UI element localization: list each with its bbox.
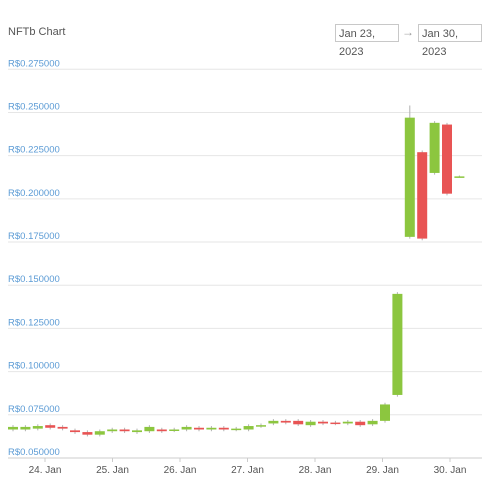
- candle-body: [330, 422, 341, 425]
- candle-down[interactable]: [318, 419, 328, 426]
- date-range-end-input[interactable]: Jan 30, 2023: [418, 24, 482, 58]
- candle-body: [32, 426, 43, 429]
- candle-down[interactable]: [293, 419, 304, 427]
- candle-body: [268, 420, 279, 424]
- candle-up[interactable]: [404, 105, 415, 239]
- candle-up[interactable]: [380, 402, 390, 423]
- candle-up[interactable]: [107, 427, 118, 433]
- candle-up[interactable]: [132, 428, 142, 434]
- candle-body: [8, 426, 18, 430]
- candle-down[interactable]: [355, 419, 366, 427]
- candle-body: [206, 427, 217, 430]
- candle-down[interactable]: [442, 122, 452, 196]
- y-tick-label: R$0.250000: [8, 101, 60, 112]
- candle-up[interactable]: [94, 429, 105, 437]
- candle-body: [355, 421, 366, 426]
- candle-body: [57, 426, 68, 429]
- x-tick-label: 25. Jan: [96, 465, 129, 476]
- candle-up[interactable]: [181, 425, 192, 432]
- candle-body: [429, 122, 440, 173]
- candle-down[interactable]: [330, 420, 341, 426]
- y-tick-label: R$0.100000: [8, 361, 60, 372]
- x-tick-label: 27. Jan: [231, 465, 264, 476]
- candle-body: [293, 420, 304, 425]
- candle-down[interactable]: [194, 426, 204, 432]
- candle-body: [144, 426, 155, 432]
- candle-body: [82, 432, 93, 435]
- candle-body: [342, 421, 353, 424]
- candle-up[interactable]: [305, 419, 316, 427]
- candle-down[interactable]: [70, 428, 80, 434]
- candle-body: [256, 425, 266, 427]
- candle-down[interactable]: [45, 423, 56, 430]
- candle-body: [404, 117, 415, 237]
- x-tick-label: 24. Jan: [29, 465, 62, 476]
- candle-body: [218, 427, 229, 430]
- candle-down[interactable]: [82, 430, 93, 437]
- candle-body: [45, 425, 56, 428]
- candle-body: [417, 152, 428, 239]
- candle-body: [318, 421, 328, 424]
- y-tick-label: R$0.150000: [8, 274, 60, 285]
- y-tick-label: R$0.125000: [8, 317, 60, 328]
- y-tick-label: R$0.050000: [8, 447, 60, 458]
- candle-up[interactable]: [256, 423, 266, 428]
- candle-up[interactable]: [429, 121, 440, 175]
- candle-body: [367, 420, 378, 425]
- x-tick-label: 30. Jan: [434, 465, 467, 476]
- y-tick-label: R$0.175000: [8, 231, 60, 242]
- candle-up[interactable]: [268, 419, 279, 426]
- candle-body: [380, 404, 390, 421]
- candle-body: [392, 293, 403, 395]
- candle-down[interactable]: [156, 427, 167, 433]
- candle-up[interactable]: [20, 425, 31, 432]
- x-tick-label: 26. Jan: [164, 465, 197, 476]
- candle-down[interactable]: [417, 150, 428, 241]
- candle-body: [231, 428, 242, 431]
- candle-body: [119, 429, 130, 432]
- chart-title: NFTb Chart: [8, 26, 66, 38]
- y-tick-label: R$0.225000: [8, 145, 60, 156]
- candle-down[interactable]: [218, 426, 229, 432]
- candle-body: [169, 429, 180, 431]
- candle-body: [181, 426, 192, 430]
- y-tick-label: R$0.200000: [8, 188, 60, 199]
- range-arrow-icon: →: [402, 25, 414, 39]
- y-tick-label: R$0.275000: [8, 58, 60, 69]
- candle-body: [194, 427, 204, 430]
- candle-up[interactable]: [8, 425, 18, 432]
- candle-up[interactable]: [367, 419, 378, 427]
- candle-body: [442, 124, 452, 194]
- candle-down[interactable]: [57, 425, 68, 431]
- candle-body: [132, 430, 142, 433]
- candle-up[interactable]: [454, 175, 465, 178]
- x-tick-label: 28. Jan: [299, 465, 332, 476]
- candle-down[interactable]: [280, 419, 291, 425]
- candle-down[interactable]: [119, 427, 130, 433]
- candle-up[interactable]: [206, 426, 217, 432]
- candle-up[interactable]: [32, 424, 43, 431]
- candle-body: [107, 429, 118, 432]
- candle-up[interactable]: [169, 427, 180, 433]
- candle-body: [454, 176, 465, 178]
- candle-up[interactable]: [392, 292, 403, 397]
- date-range-start-input[interactable]: Jan 23, 2023: [335, 24, 399, 58]
- candle-body: [243, 426, 254, 430]
- candle-up[interactable]: [231, 426, 242, 432]
- candle-body: [305, 421, 316, 426]
- candle-body: [94, 431, 105, 435]
- candle-up[interactable]: [342, 419, 353, 426]
- candle-body: [280, 420, 291, 423]
- candle-up[interactable]: [144, 425, 155, 433]
- x-tick-label: 29. Jan: [366, 465, 399, 476]
- candle-up[interactable]: [243, 424, 254, 432]
- candle-body: [156, 429, 167, 432]
- y-tick-label: R$0.075000: [8, 404, 60, 415]
- candle-body: [20, 426, 31, 430]
- candle-body: [70, 430, 80, 433]
